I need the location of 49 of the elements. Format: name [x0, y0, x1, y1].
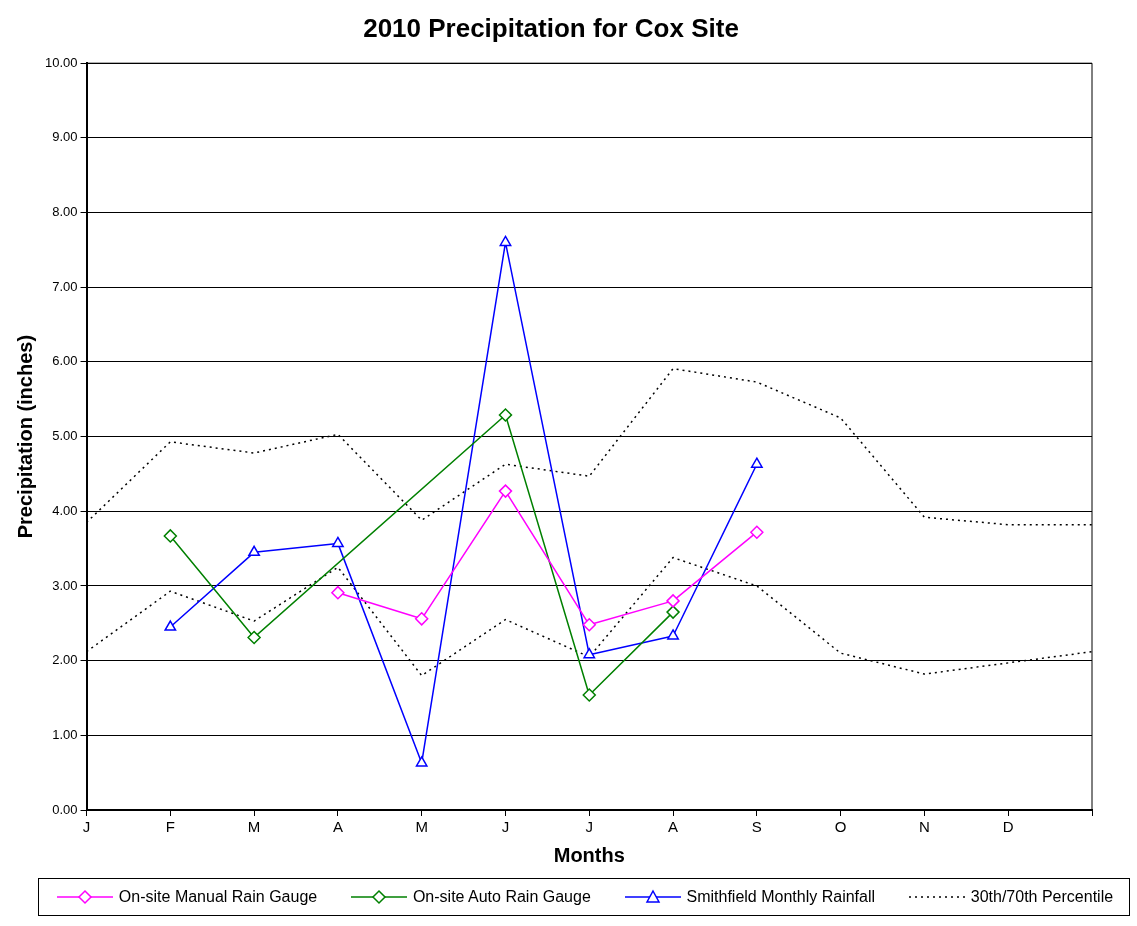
point	[666, 605, 680, 619]
y-tick-label: 4.00	[52, 502, 78, 518]
x-tick-label: F	[165, 818, 175, 836]
x-tick-label: J	[501, 818, 510, 836]
x-tick-label: J	[585, 818, 594, 836]
point	[582, 688, 597, 702]
y-tick-label: 3.00	[52, 577, 78, 593]
x-axis-title: Months	[553, 843, 625, 866]
y-tick-label: 6.00	[52, 353, 78, 369]
legend-label: 30th/70th Percentile	[970, 888, 1114, 906]
point	[583, 647, 596, 659]
point	[414, 612, 429, 626]
x-tick-label: A	[332, 818, 343, 836]
point	[582, 618, 597, 632]
legend-label: Smithfield Monthly Rainfall	[686, 888, 876, 906]
x-tick-label: A	[668, 818, 679, 836]
chart-title: 2010 Precipitation for Cox Site	[363, 12, 739, 43]
point	[163, 529, 178, 543]
legend-label: On-site Auto Rain Gauge	[412, 888, 591, 906]
y-tick-label: 5.00	[52, 428, 78, 444]
point	[331, 536, 344, 548]
point	[415, 756, 428, 767]
x-tick-label: N	[919, 818, 930, 836]
y-tick-label: 1.00	[52, 726, 78, 742]
point	[164, 620, 177, 631]
legend-label: On-site Manual Rain Gauge	[118, 888, 318, 906]
point	[498, 484, 513, 498]
x-tick-label: D	[1002, 818, 1014, 836]
point	[247, 630, 261, 645]
point	[750, 457, 763, 468]
point	[750, 525, 764, 539]
point	[667, 629, 679, 640]
x-tick-label: O	[834, 818, 847, 836]
point	[666, 594, 680, 608]
x-tick-label: J	[82, 818, 91, 836]
y-tick-label: 10.00	[44, 54, 78, 70]
y-tick-label: 2.00	[52, 652, 78, 668]
x-tick-label: S	[751, 818, 762, 836]
x-tick-label: M	[415, 818, 428, 836]
x-tick-label: M	[247, 818, 261, 836]
point	[248, 545, 261, 557]
y-tick-label: 7.00	[52, 278, 78, 294]
point	[331, 585, 345, 600]
y-tick-label: 8.00	[52, 204, 78, 220]
y-tick-label: 9.00	[52, 129, 78, 145]
y-tick-label: 0.00	[52, 801, 78, 817]
point	[499, 235, 512, 247]
point	[498, 408, 513, 422]
y-axis-title: Precipitation (inches)	[13, 334, 36, 539]
